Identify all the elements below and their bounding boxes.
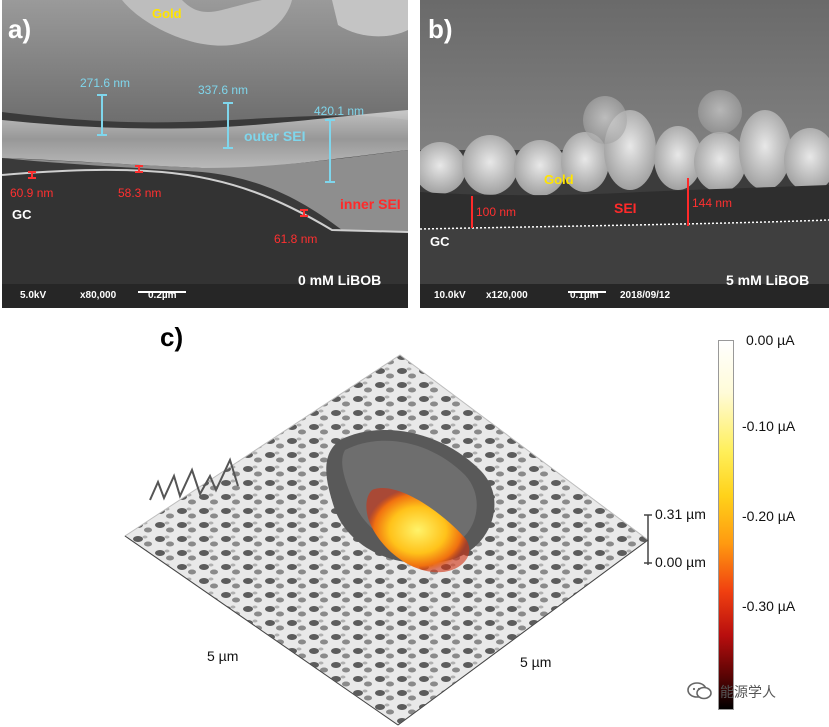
colorbar-tick-1: -0.10 µA	[742, 418, 796, 434]
wechat-icon	[687, 682, 712, 700]
magnification-a: x80,000	[80, 290, 117, 301]
measurement-outer-3: 420.1 nm	[314, 104, 365, 118]
measurement-inner-2: 58.3 nm	[118, 186, 162, 200]
colorbar-tick-0: 0.00 µA	[746, 332, 795, 348]
measurement-inner-1: 60.9 nm	[10, 186, 54, 200]
gold-label-a: Gold	[152, 6, 182, 21]
panel-label-a: a)	[8, 14, 32, 44]
scale-bar-a: 0.2µm	[148, 290, 177, 301]
colorbar-tick-2: -0.20 µA	[742, 508, 796, 524]
z-axis-max-label: 0.31 µm	[655, 506, 706, 522]
gc-label-b: GC	[430, 234, 450, 249]
measurement-outer-1: 271.6 nm	[80, 76, 131, 90]
gc-label-a: GC	[12, 207, 32, 222]
date-b: 2018/09/12	[620, 290, 671, 301]
condition-a: 0 mM LiBOB	[298, 272, 382, 288]
y-axis-label: 5 µm	[520, 654, 552, 670]
sem-micrograph-b	[420, 0, 829, 308]
panel-label-b: b)	[428, 14, 453, 44]
panel-label-c: c)	[160, 322, 184, 352]
measurement-inner-3: 61.8 nm	[274, 232, 318, 246]
watermark	[686, 680, 714, 707]
colorbar-tick-3: -0.30 µA	[742, 598, 796, 614]
measurement-outer-2: 337.6 nm	[198, 83, 249, 97]
measurement-b-1: 100 nm	[476, 205, 517, 219]
voltage-b: 10.0kV	[434, 290, 466, 301]
sem-image-panel-a: a) Gold 271.6 nm 337.6 nm 420.1 nm outer…	[2, 0, 408, 308]
current-colorbar	[718, 340, 734, 710]
inner-sei-label: inner SEI	[340, 196, 401, 212]
outer-sei-label: outer SEI	[244, 128, 306, 144]
x-axis-label: 5 µm	[207, 648, 239, 664]
condition-b: 5 mM LiBOB	[726, 272, 810, 288]
magnification-b: x120,000	[486, 290, 528, 301]
sei-label-b: SEI	[614, 200, 637, 216]
secm-3d-surface	[124, 354, 652, 726]
sem-micrograph-a	[2, 0, 408, 308]
scale-bar-b: 0.1µm	[570, 290, 599, 301]
measurement-b-2: 144 nm	[692, 196, 733, 210]
voltage-a: 5.0kV	[20, 290, 47, 301]
sem-image-panel-b: b) Gold 100 nm SEI 144 nm GC 10.0kV x120…	[420, 0, 829, 308]
watermark-text: 能源学人	[720, 684, 776, 700]
z-axis-min-label: 0.00 µm	[655, 554, 706, 570]
gold-label-b: Gold	[544, 172, 574, 187]
